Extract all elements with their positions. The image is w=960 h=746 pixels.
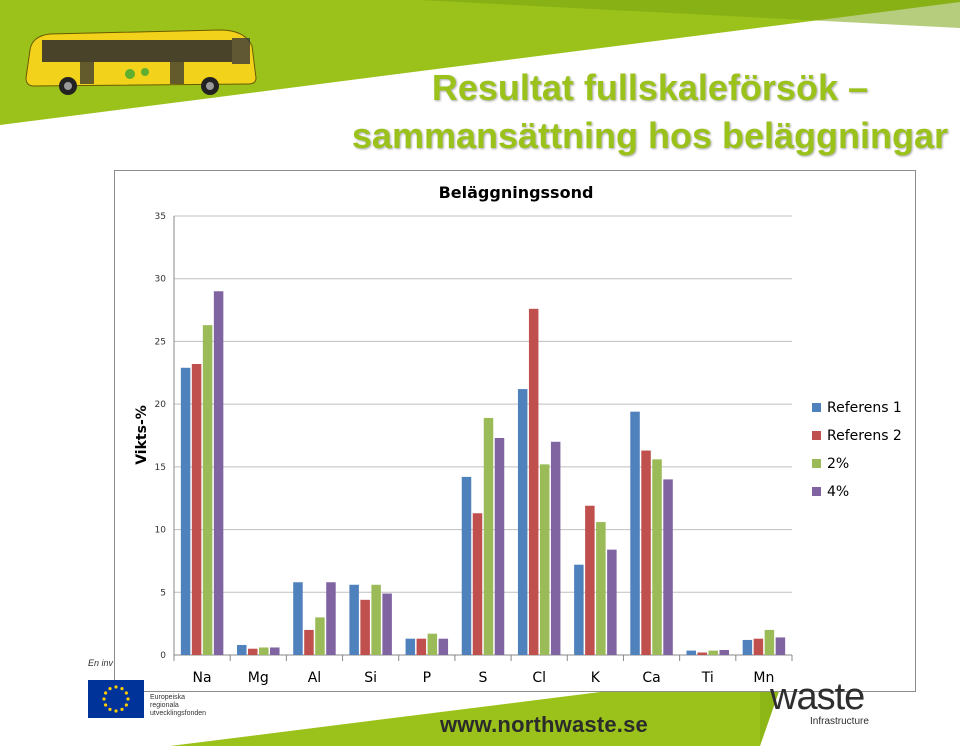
bus-image	[25, 29, 257, 95]
chart-title: Beläggningssond	[439, 183, 594, 202]
y-tick-label: 0	[160, 651, 166, 661]
y-axis-label: Vikts-%	[134, 405, 150, 465]
legend-swatch	[812, 487, 821, 496]
y-tick-label: 5	[160, 588, 166, 598]
legend-entry: 2%	[827, 456, 849, 472]
x-tick-label: Si	[364, 670, 377, 686]
eu-flag-icon	[88, 680, 144, 718]
chart-container: Beläggningssond Vikts-% 0 5 10 15 20 25 30 35 N…	[114, 170, 916, 692]
legend-entry: Referens 2	[827, 428, 902, 444]
bar-K-3	[607, 549, 617, 655]
bar-P-0	[405, 638, 416, 655]
bar-Ca-2	[652, 459, 662, 655]
bar-S-1	[472, 513, 483, 655]
legend-entry: 4%	[827, 484, 849, 500]
x-tick-label: Na	[193, 670, 212, 686]
bar-Mn-1	[753, 638, 764, 655]
bar-S-3	[494, 438, 505, 655]
northwaste-logo: waste	[770, 676, 865, 718]
bar-K-0	[574, 564, 584, 655]
bar-Na-0	[180, 367, 191, 655]
bar-P-1	[416, 638, 427, 655]
x-tick-label: Mn	[753, 670, 774, 686]
bar-Ca-1	[641, 450, 651, 655]
bar-Mg-0	[237, 644, 247, 655]
eu-fund-text-2: regionala	[150, 702, 179, 709]
bar-Si-0	[349, 584, 359, 655]
legend-entry: Referens 1	[827, 400, 902, 416]
bar-chart: Beläggningssond Vikts-% 0 5 10 15 20 25 30 35 N…	[134, 183, 902, 686]
y-tick-label: 30	[155, 275, 167, 285]
bar-Cl-1	[528, 308, 539, 655]
y-tick-label: 35	[155, 212, 166, 222]
bar-Na-1	[191, 364, 202, 655]
bar-Al-1	[304, 629, 314, 655]
logo-subtitle: Infrastructure	[810, 716, 869, 727]
x-tick-label: P	[423, 670, 431, 686]
bar-Mn-3	[775, 637, 786, 655]
bar-Cl-0	[517, 389, 528, 655]
bar-Cl-3	[550, 441, 561, 655]
x-tick-label: Cl	[532, 670, 546, 686]
eu-fund-text-1: Europeiska	[150, 694, 186, 701]
bar-Si-2	[371, 584, 381, 655]
bar-Na-2	[202, 325, 213, 655]
bar-S-2	[483, 417, 494, 655]
top-green-banner	[0, 0, 960, 125]
slide-title-line-1: Resultat fullskaleförsök –	[431, 67, 868, 108]
bar-Ti-0	[686, 650, 696, 655]
bar-Cl-2	[539, 464, 550, 655]
bar-Al-3	[326, 582, 336, 655]
bar-S-0	[461, 476, 472, 655]
y-tick-label: 15	[155, 463, 166, 473]
x-tick-label: S	[479, 670, 488, 686]
bar-Mg-2	[259, 647, 269, 655]
bar-Si-3	[382, 593, 392, 655]
bar-Al-0	[293, 582, 303, 655]
website-link[interactable]: www.northwaste.se	[440, 712, 648, 737]
bar-P-2	[427, 633, 438, 655]
bar-Al-2	[315, 617, 325, 655]
bar-Si-1	[360, 599, 370, 655]
slide-title-line-2: sammansättning hos beläggningar	[351, 115, 948, 156]
y-tick-label: 10	[155, 526, 167, 536]
legend-swatch	[812, 403, 821, 412]
bar-P-3	[438, 638, 449, 655]
x-tick-label: Ti	[701, 670, 714, 686]
bar-Na-3	[213, 291, 224, 655]
top-dark-green-stripe	[300, 0, 960, 28]
bar-Ca-0	[630, 411, 640, 655]
x-tick-label: Mg	[248, 670, 269, 686]
bar-K-1	[585, 505, 595, 655]
bar-Ti-1	[697, 652, 707, 655]
footer-note: En inv	[88, 658, 114, 668]
x-tick-label: Al	[308, 670, 321, 686]
legend-swatch	[812, 459, 821, 468]
x-tick-label: K	[591, 670, 601, 686]
y-tick-label: 20	[155, 400, 167, 410]
bar-Mg-1	[248, 648, 258, 655]
eu-fund-text-3: utvecklingsfonden	[150, 710, 207, 717]
bar-Mn-0	[742, 639, 753, 655]
bar-Mg-3	[270, 647, 280, 655]
bar-Ca-3	[663, 479, 673, 655]
legend-swatch	[812, 431, 821, 440]
bar-Ti-2	[708, 650, 718, 655]
x-tick-label: Ca	[642, 670, 660, 686]
bar-Ti-3	[719, 649, 729, 655]
bar-Mn-2	[764, 629, 775, 655]
y-tick-label: 25	[155, 337, 166, 347]
bar-K-2	[596, 522, 606, 655]
